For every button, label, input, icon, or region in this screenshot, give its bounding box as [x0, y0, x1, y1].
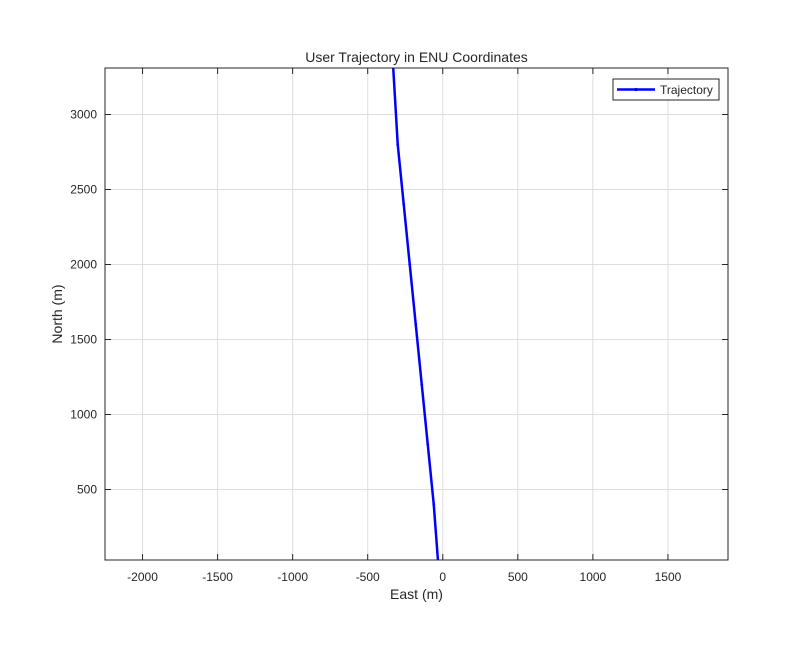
x-tick-label: -2000: [127, 570, 158, 584]
y-tick-label: 3000: [70, 108, 97, 122]
series-line-trajectory: [391, 68, 440, 560]
grid-layer: [105, 68, 728, 560]
series-point: [426, 443, 430, 446]
x-tick-label: -1500: [202, 570, 233, 584]
x-tick-label: 1500: [655, 570, 682, 584]
series-point: [402, 203, 406, 206]
tick-layer: -2000 -1500 -1000 -500 0 500 1000 1500 500 1000 15…: [70, 68, 728, 584]
x-tick-label: 0: [439, 570, 446, 584]
legend-box: [612, 78, 720, 101]
plot-frame: [104, 67, 729, 561]
series-point: [396, 143, 400, 146]
series-point: [437, 563, 440, 566]
x-tick-label: -1000: [277, 570, 308, 584]
legend-marker-sample: [634, 87, 638, 92]
x-tick-label: -500: [356, 570, 380, 584]
x-axis-label: East (m): [390, 586, 443, 602]
y-tick-label: 2000: [70, 258, 97, 272]
y-tick-label: 1500: [70, 333, 97, 347]
y-tick-label: 1000: [70, 408, 97, 422]
y-tick-label: 500: [77, 483, 97, 497]
chart-title: User Trajectory in ENU Coordinates: [305, 49, 528, 65]
y-axis-label: North (m): [49, 284, 65, 343]
series-point: [414, 323, 418, 326]
legend-entry-trajectory: Trajectory: [660, 83, 713, 97]
legend: Trajectory: [612, 78, 720, 101]
series-layer: [391, 68, 440, 566]
series-point: [432, 503, 436, 506]
x-tick-label: 1000: [580, 570, 607, 584]
series-point: [408, 263, 412, 266]
y-tick-label: 2500: [70, 183, 97, 197]
series-point: [420, 383, 424, 386]
x-tick-label: 500: [508, 570, 528, 584]
